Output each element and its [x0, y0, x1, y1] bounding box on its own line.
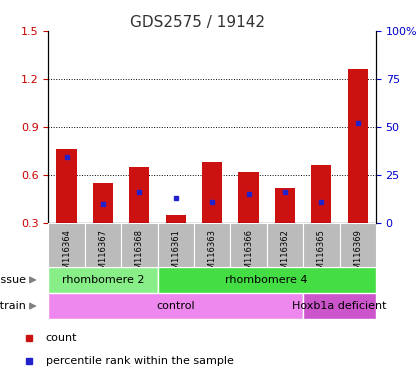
Text: GSM116364: GSM116364 — [62, 229, 71, 280]
Bar — [275, 187, 295, 223]
Text: rhombomere 4: rhombomere 4 — [226, 275, 308, 285]
Bar — [303, 223, 339, 267]
Text: GSM116366: GSM116366 — [244, 229, 253, 280]
Text: GSM116369: GSM116369 — [353, 229, 362, 280]
Bar — [230, 223, 267, 267]
Bar — [267, 223, 303, 267]
Bar — [121, 223, 158, 267]
Bar — [129, 167, 150, 223]
Text: strain: strain — [0, 301, 26, 311]
Bar — [348, 69, 368, 223]
Bar — [239, 172, 259, 223]
Bar — [165, 215, 186, 223]
Text: GSM116365: GSM116365 — [317, 229, 326, 280]
Text: percentile rank within the sample: percentile rank within the sample — [46, 356, 234, 366]
Text: GSM116362: GSM116362 — [281, 229, 289, 280]
Bar — [158, 223, 194, 267]
Bar — [311, 165, 331, 223]
Text: rhombomere 2: rhombomere 2 — [62, 275, 144, 285]
Text: GSM116363: GSM116363 — [207, 229, 217, 280]
Bar — [202, 162, 222, 223]
Text: GSM116368: GSM116368 — [135, 229, 144, 280]
Bar — [93, 183, 113, 223]
Bar — [158, 267, 376, 293]
Text: control: control — [156, 301, 195, 311]
Bar — [48, 267, 158, 293]
Text: Hoxb1a deficient: Hoxb1a deficient — [292, 301, 387, 311]
Text: GSM116367: GSM116367 — [98, 229, 108, 280]
Text: count: count — [46, 333, 77, 343]
Bar — [194, 223, 230, 267]
Text: tissue: tissue — [0, 275, 26, 285]
Bar — [48, 293, 303, 319]
Bar — [48, 223, 85, 267]
Bar — [57, 149, 76, 223]
Bar — [303, 293, 376, 319]
Text: GDS2575 / 19142: GDS2575 / 19142 — [130, 15, 265, 30]
Text: GSM116361: GSM116361 — [171, 229, 180, 280]
Bar — [339, 223, 376, 267]
Bar — [85, 223, 121, 267]
